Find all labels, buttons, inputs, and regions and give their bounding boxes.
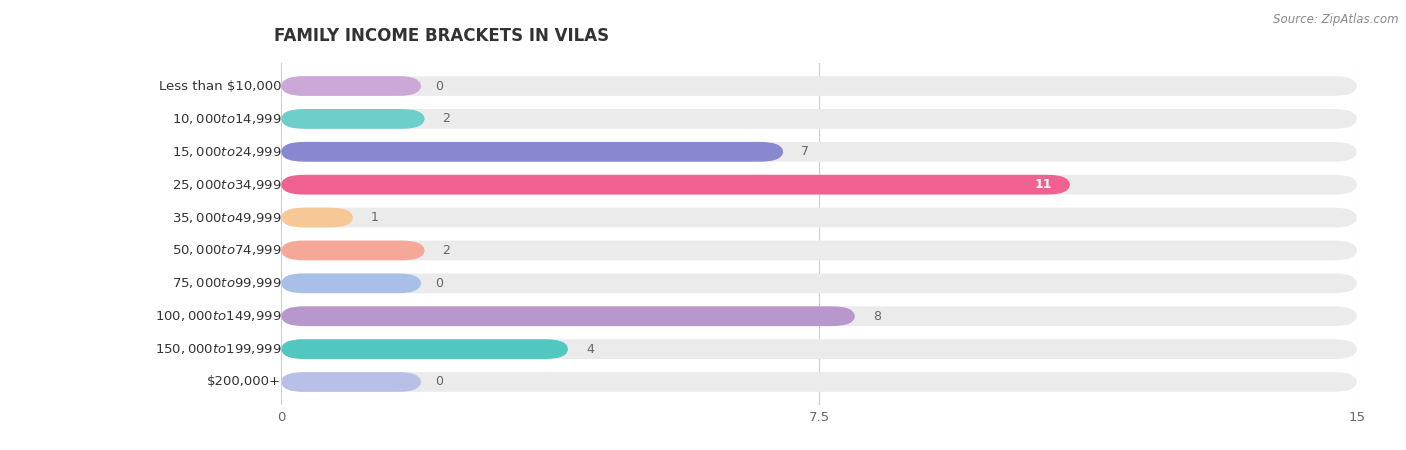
Text: 2: 2 <box>443 244 450 257</box>
FancyBboxPatch shape <box>281 76 1357 96</box>
Text: 8: 8 <box>873 310 880 323</box>
Text: $75,000 to $99,999: $75,000 to $99,999 <box>172 276 281 290</box>
FancyBboxPatch shape <box>281 306 855 326</box>
Text: $35,000 to $49,999: $35,000 to $49,999 <box>172 211 281 225</box>
Text: 4: 4 <box>586 342 593 356</box>
FancyBboxPatch shape <box>281 241 425 260</box>
Text: $10,000 to $14,999: $10,000 to $14,999 <box>172 112 281 126</box>
Text: 0: 0 <box>436 80 443 93</box>
FancyBboxPatch shape <box>281 339 568 359</box>
Text: Source: ZipAtlas.com: Source: ZipAtlas.com <box>1274 14 1399 27</box>
Text: 11: 11 <box>1035 178 1052 191</box>
FancyBboxPatch shape <box>281 142 1357 162</box>
FancyBboxPatch shape <box>281 306 1357 326</box>
FancyBboxPatch shape <box>281 372 420 392</box>
FancyBboxPatch shape <box>281 175 1357 194</box>
Text: Less than $10,000: Less than $10,000 <box>159 80 281 93</box>
Text: $50,000 to $74,999: $50,000 to $74,999 <box>172 243 281 257</box>
FancyBboxPatch shape <box>281 241 1357 260</box>
FancyBboxPatch shape <box>281 175 1070 194</box>
FancyBboxPatch shape <box>281 339 1357 359</box>
Text: 0: 0 <box>436 375 443 388</box>
FancyBboxPatch shape <box>281 76 420 96</box>
Text: $100,000 to $149,999: $100,000 to $149,999 <box>155 309 281 323</box>
FancyBboxPatch shape <box>281 208 1357 227</box>
Text: $200,000+: $200,000+ <box>207 375 281 388</box>
Text: 1: 1 <box>371 211 378 224</box>
Text: FAMILY INCOME BRACKETS IN VILAS: FAMILY INCOME BRACKETS IN VILAS <box>274 27 609 45</box>
Text: 0: 0 <box>436 277 443 290</box>
Text: $150,000 to $199,999: $150,000 to $199,999 <box>155 342 281 356</box>
FancyBboxPatch shape <box>281 109 1357 129</box>
FancyBboxPatch shape <box>281 142 783 162</box>
FancyBboxPatch shape <box>281 208 353 227</box>
Text: $25,000 to $34,999: $25,000 to $34,999 <box>172 178 281 192</box>
FancyBboxPatch shape <box>281 274 1357 293</box>
FancyBboxPatch shape <box>281 372 1357 392</box>
Text: $15,000 to $24,999: $15,000 to $24,999 <box>172 145 281 159</box>
FancyBboxPatch shape <box>281 109 425 129</box>
Text: 7: 7 <box>801 145 808 158</box>
FancyBboxPatch shape <box>281 274 420 293</box>
Text: 2: 2 <box>443 112 450 126</box>
